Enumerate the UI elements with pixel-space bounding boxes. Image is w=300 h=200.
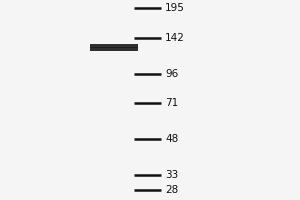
Text: 71: 71	[165, 98, 178, 108]
Text: 48: 48	[165, 134, 178, 144]
Bar	[90, 47, 138, 51]
Text: 28: 28	[165, 185, 178, 195]
Text: 96: 96	[165, 69, 178, 79]
Text: 142: 142	[165, 33, 185, 43]
Text: 33: 33	[165, 170, 178, 180]
Bar	[90, 44, 138, 48]
Text: 195: 195	[165, 3, 185, 13]
